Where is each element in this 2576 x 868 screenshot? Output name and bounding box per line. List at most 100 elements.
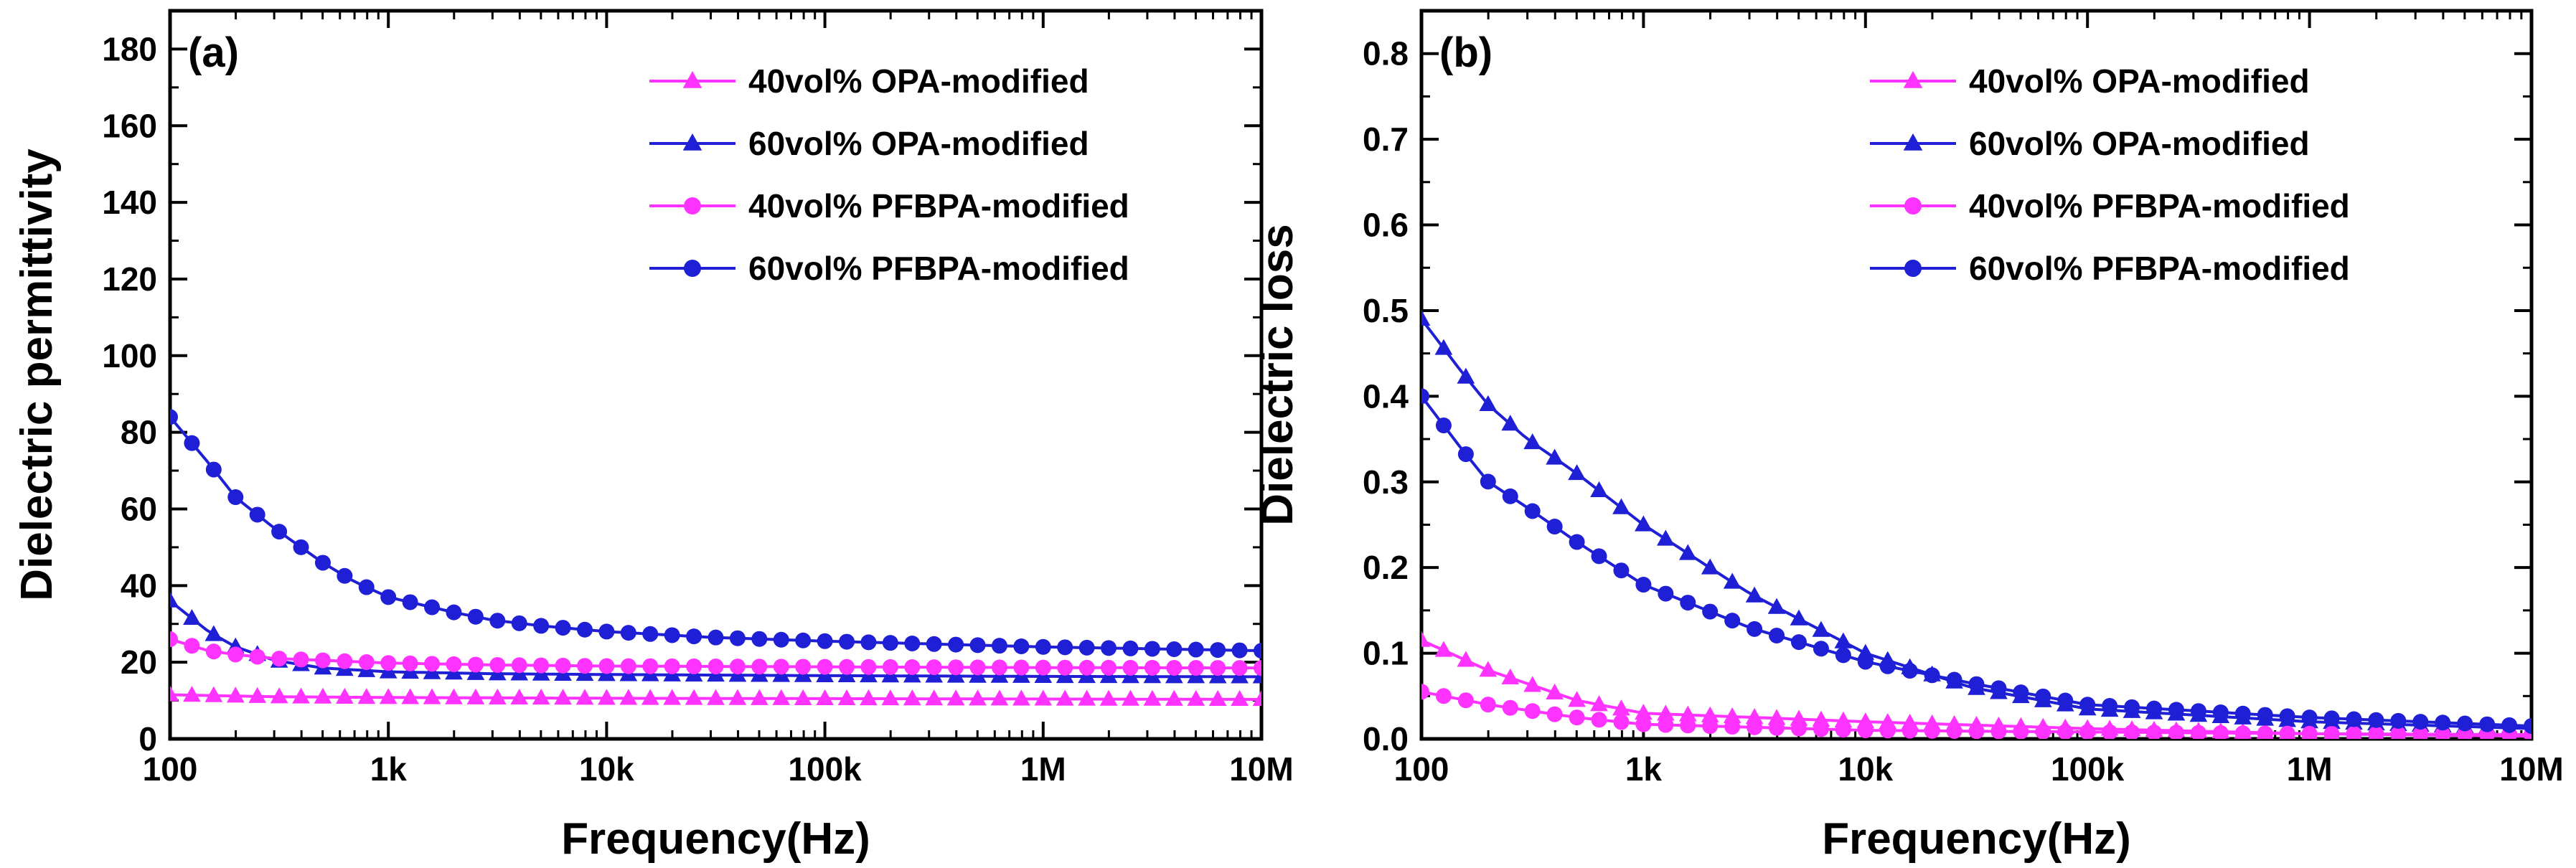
data-point-circle [2457,715,2473,732]
legend-swatch-circle [1904,260,1922,277]
data-point-circle [773,659,789,675]
data-point-circle [1569,709,1585,726]
data-point-triangle [1745,586,1764,603]
data-point-circle [1101,659,1117,676]
legend-swatch-circle [684,197,701,214]
data-point-circle [2168,702,2184,718]
data-point-circle [1101,640,1117,656]
data-point-circle [533,657,550,674]
legend-swatch-triangle [682,71,702,88]
panel-b: 100 1k 10k 100k 1M 10M 0.0 0.1 0.2 0.3 0.4 0.5 0.6 0.… [1253,9,2564,864]
data-point-circle [817,633,833,649]
y-tick-label: 140 [102,184,157,221]
data-point-circle [2057,692,2074,709]
data-point-circle [860,659,877,675]
data-point-circle [1902,722,1918,739]
data-point-circle [1813,721,1829,737]
data-point-circle [969,659,986,676]
data-point-circle [2346,726,2362,739]
data-point-circle [489,656,506,673]
panel-label: (a) [188,29,239,76]
data-point-circle [1658,717,1674,733]
data-point-triangle [1546,683,1564,699]
data-point-circle [1057,639,1073,656]
data-point-circle [904,635,921,651]
y-tick-label: 40 [121,567,157,604]
data-point-circle [620,658,636,674]
data-point-circle [1968,723,1985,739]
data-point-circle [1480,697,1496,713]
data-point-circle [1857,722,1874,739]
legend-item: 40vol% OPA-modified [1870,62,2310,100]
data-point-circle [1254,643,1261,659]
data-point-triangle [1143,689,1162,706]
data-point-circle [424,656,441,672]
data-point-triangle [532,689,550,705]
data-point-circle [2057,724,2074,739]
data-point-circle [1591,712,1607,728]
y-tick-label: 80 [121,414,157,451]
x-tick-label: 1k [370,750,408,788]
data-point-triangle [292,687,310,704]
data-point-triangle [619,689,638,705]
data-point-triangle [903,689,921,706]
data-point-circle [1421,388,1429,405]
data-point-triangle [794,689,812,705]
data-point-circle [2368,726,2384,739]
data-point-circle [2013,723,2029,739]
data-point-circle [1879,658,1896,674]
data-point-circle [2035,688,2051,704]
data-point-circle [1231,642,1248,659]
data-point-triangle [1034,689,1053,706]
legend-item: 60vol% PFBPA-modified [649,250,1129,287]
data-point-triangle [379,688,398,704]
data-point-circle [620,625,636,641]
data-point-triangle [1208,689,1227,706]
data-point-triangle [357,688,376,704]
data-point-triangle [1701,706,1719,722]
x-tick-label: 10M [2499,750,2563,788]
data-point-triangle [1501,668,1520,684]
legend-swatch-circle [684,260,701,277]
y-tick-label: 180 [102,30,157,67]
data-point-triangle [1656,704,1675,721]
legend-swatch-triangle [682,133,702,151]
data-point-triangle [598,689,616,705]
data-point-circle [249,506,265,523]
data-point-triangle [1434,641,1453,657]
data-point-circle [904,659,921,675]
data-point-circle [773,631,789,648]
data-point-circle [1924,722,1940,739]
data-point-circle [1613,562,1630,579]
data-point-triangle [423,688,441,704]
data-point-circle [2257,725,2273,739]
x-tick-label: 100k [788,750,862,788]
y-tick-label: 0.7 [1363,121,1409,158]
legend-label: 40vol% OPA-modified [748,62,1089,100]
data-point-circle [1144,641,1160,657]
data-point-circle [2212,704,2229,720]
data-point-circle [969,637,986,654]
data-point-triangle [170,591,179,608]
data-point-circle [555,620,571,636]
data-point-circle [2102,698,2118,714]
data-point-circle [1435,418,1452,434]
data-point-triangle [969,689,987,706]
data-point-triangle [401,688,419,704]
data-point-circle [1680,717,1696,734]
data-point-triangle [1187,689,1205,706]
data-point-circle [1702,603,1719,620]
data-point-triangle [772,689,791,705]
data-point-circle [1231,660,1248,676]
data-point-circle [1946,671,1962,688]
data-point-circle [926,659,942,676]
data-point-circle [337,567,353,584]
data-point-circle [2412,714,2429,730]
data-point-circle [751,631,768,647]
data-point-circle [839,659,855,675]
data-point-circle [1569,534,1585,550]
data-point-circle [1835,722,1851,738]
data-point-circle [170,631,178,648]
data-point-triangle [641,689,659,705]
